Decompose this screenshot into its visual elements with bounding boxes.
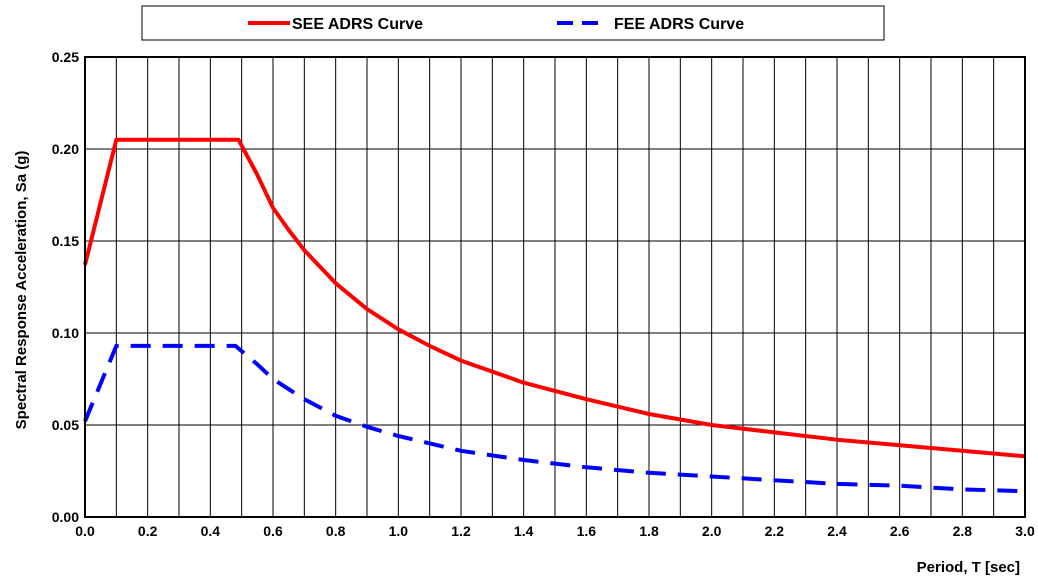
x-tick-label: 0.2 [138,523,158,539]
y-tick-label: 0.10 [52,325,79,341]
x-tick-label: 0.0 [75,523,95,539]
x-axis-title: Period, T [sec] [917,559,1020,576]
series-line-see [83,137,1026,459]
x-tick-label: 2.4 [827,523,847,539]
x-tick-label: 0.4 [201,523,221,539]
x-tick-label: 2.2 [765,523,785,539]
legend: SEE ADRS Curve FEE ADRS Curve [141,5,885,41]
x-tick-label: 1.6 [577,523,597,539]
x-tick-label: 0.6 [263,523,283,539]
y-tick-label: 0.05 [52,417,79,433]
series-line-fee [83,343,1026,494]
tick-labels: 0.0 0.2 0.4 0.6 0.8 1.0 1.2 1.4 1.6 1.8 2.0 2.2 2.4 2… [52,49,1035,539]
x-tick-label: 0.8 [326,523,346,539]
x-tick-label: 1.4 [514,523,534,539]
legend-label-see: SEE ADRS Curve [292,16,423,33]
x-tick-label: 2.8 [953,523,973,539]
x-tick-label: 2.6 [890,523,910,539]
x-tick-label: 1.8 [639,523,659,539]
x-tick-label: 1.0 [389,523,409,539]
x-tick-label: 1.2 [451,523,471,539]
y-axis-title: Spectral Response Acceleration, Sa (g) [13,151,30,430]
plot-area-frame [84,56,1026,518]
x-tick-label: 3.0 [1015,523,1035,539]
gridlines [85,57,1025,517]
series-lines [83,137,1026,494]
legend-label-fee: FEE ADRS Curve [614,16,744,33]
y-tick-label: 0.15 [52,233,79,249]
x-tick-label: 2.0 [702,523,722,539]
y-tick-label: 0.20 [52,141,79,157]
y-tick-label: 0.25 [52,49,79,65]
y-tick-label: 0.00 [52,509,79,525]
